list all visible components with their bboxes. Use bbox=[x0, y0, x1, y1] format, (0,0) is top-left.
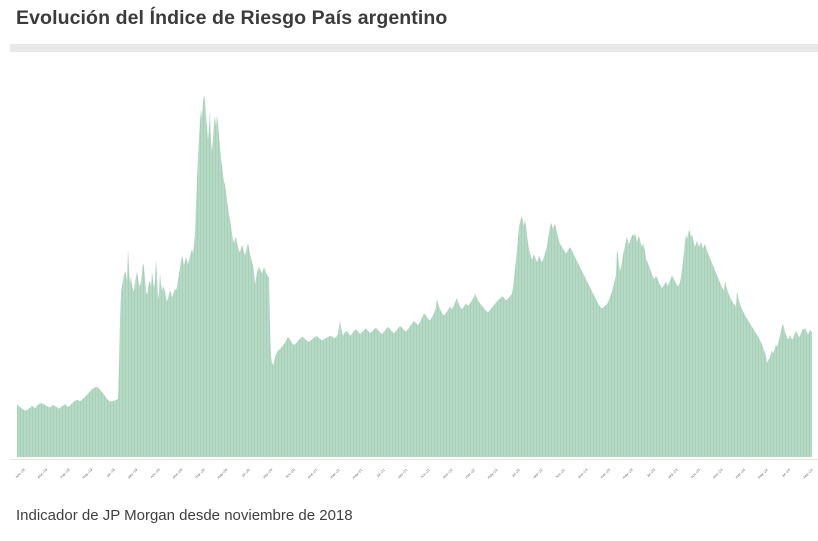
x-axis-tick-label: mar.-19 bbox=[59, 468, 70, 479]
x-axis-tick-label: nov.-22 bbox=[555, 468, 566, 479]
chart-caption: Indicador de JP Morgan desde noviembre d… bbox=[16, 507, 353, 524]
x-axis-tick-label: ene.-19 bbox=[37, 468, 48, 479]
page-title: Evolución del Índice de Riesgo País arge… bbox=[16, 7, 448, 29]
x-axis-tick-label: may.-24 bbox=[757, 468, 769, 480]
x-axis-tick-label: nov.-20 bbox=[285, 468, 296, 479]
x-axis-tick-label: sep.-19 bbox=[127, 468, 138, 479]
x-axis-tick-label: may.-20 bbox=[216, 468, 228, 480]
title-divider bbox=[10, 44, 818, 52]
x-axis-tick-label: sep.-21 bbox=[397, 468, 408, 479]
x-axis-tick-label: may.-21 bbox=[352, 468, 364, 480]
x-axis-tick-label: jul.-19 bbox=[105, 468, 115, 478]
x-axis-tick-label: ene.-21 bbox=[307, 468, 318, 479]
x-axis-tick-label: may.-22 bbox=[487, 468, 499, 480]
x-axis-tick-label: jul.-24 bbox=[781, 468, 791, 478]
x-axis-tick-label: jul.-21 bbox=[375, 468, 385, 478]
x-axis-tick-label: mar.-22 bbox=[465, 468, 476, 479]
x-axis-tick-label: mar.-21 bbox=[329, 468, 340, 479]
x-axis-tick-label: nov.-18 bbox=[15, 468, 26, 479]
x-axis-tick-label: sep.-20 bbox=[262, 468, 273, 479]
x-axis-tick-label: nov.-21 bbox=[420, 468, 431, 479]
x-axis-tick-label: ene.-24 bbox=[712, 468, 723, 479]
x-axis-tick-label: jul.-22 bbox=[511, 468, 521, 478]
x-axis-tick-label: mar.-24 bbox=[735, 468, 746, 479]
x-axis-tick-label: mar.-20 bbox=[194, 468, 205, 479]
x-axis-tick-label: may.-23 bbox=[622, 468, 634, 480]
x-axis-tick-label: sep.-23 bbox=[667, 468, 678, 479]
x-axis-tick-label: ene.-23 bbox=[577, 468, 588, 479]
x-axis-tick-label: nov.-23 bbox=[690, 468, 701, 479]
x-axis-tick-labels: nov.-18 ene.-19 mar.-19 may.-19 jul.-19 sep.-… bbox=[15, 468, 814, 480]
chart-area-series bbox=[17, 95, 812, 457]
x-axis-tick-label: sep.-22 bbox=[532, 468, 543, 479]
x-axis-tick-label: ene.-20 bbox=[172, 468, 183, 479]
x-axis-tick-label: ene.-22 bbox=[442, 468, 453, 479]
x-axis-tick-label: nov.-19 bbox=[150, 468, 161, 479]
x-axis-tick-label: sep.-24 bbox=[802, 468, 813, 479]
x-axis-tick-label: jul.-23 bbox=[646, 468, 656, 478]
x-axis-tick-label: may.-19 bbox=[81, 468, 93, 480]
x-axis-tick-label: mar.-23 bbox=[600, 468, 611, 479]
x-axis-tick-label: jul.-20 bbox=[240, 468, 250, 478]
